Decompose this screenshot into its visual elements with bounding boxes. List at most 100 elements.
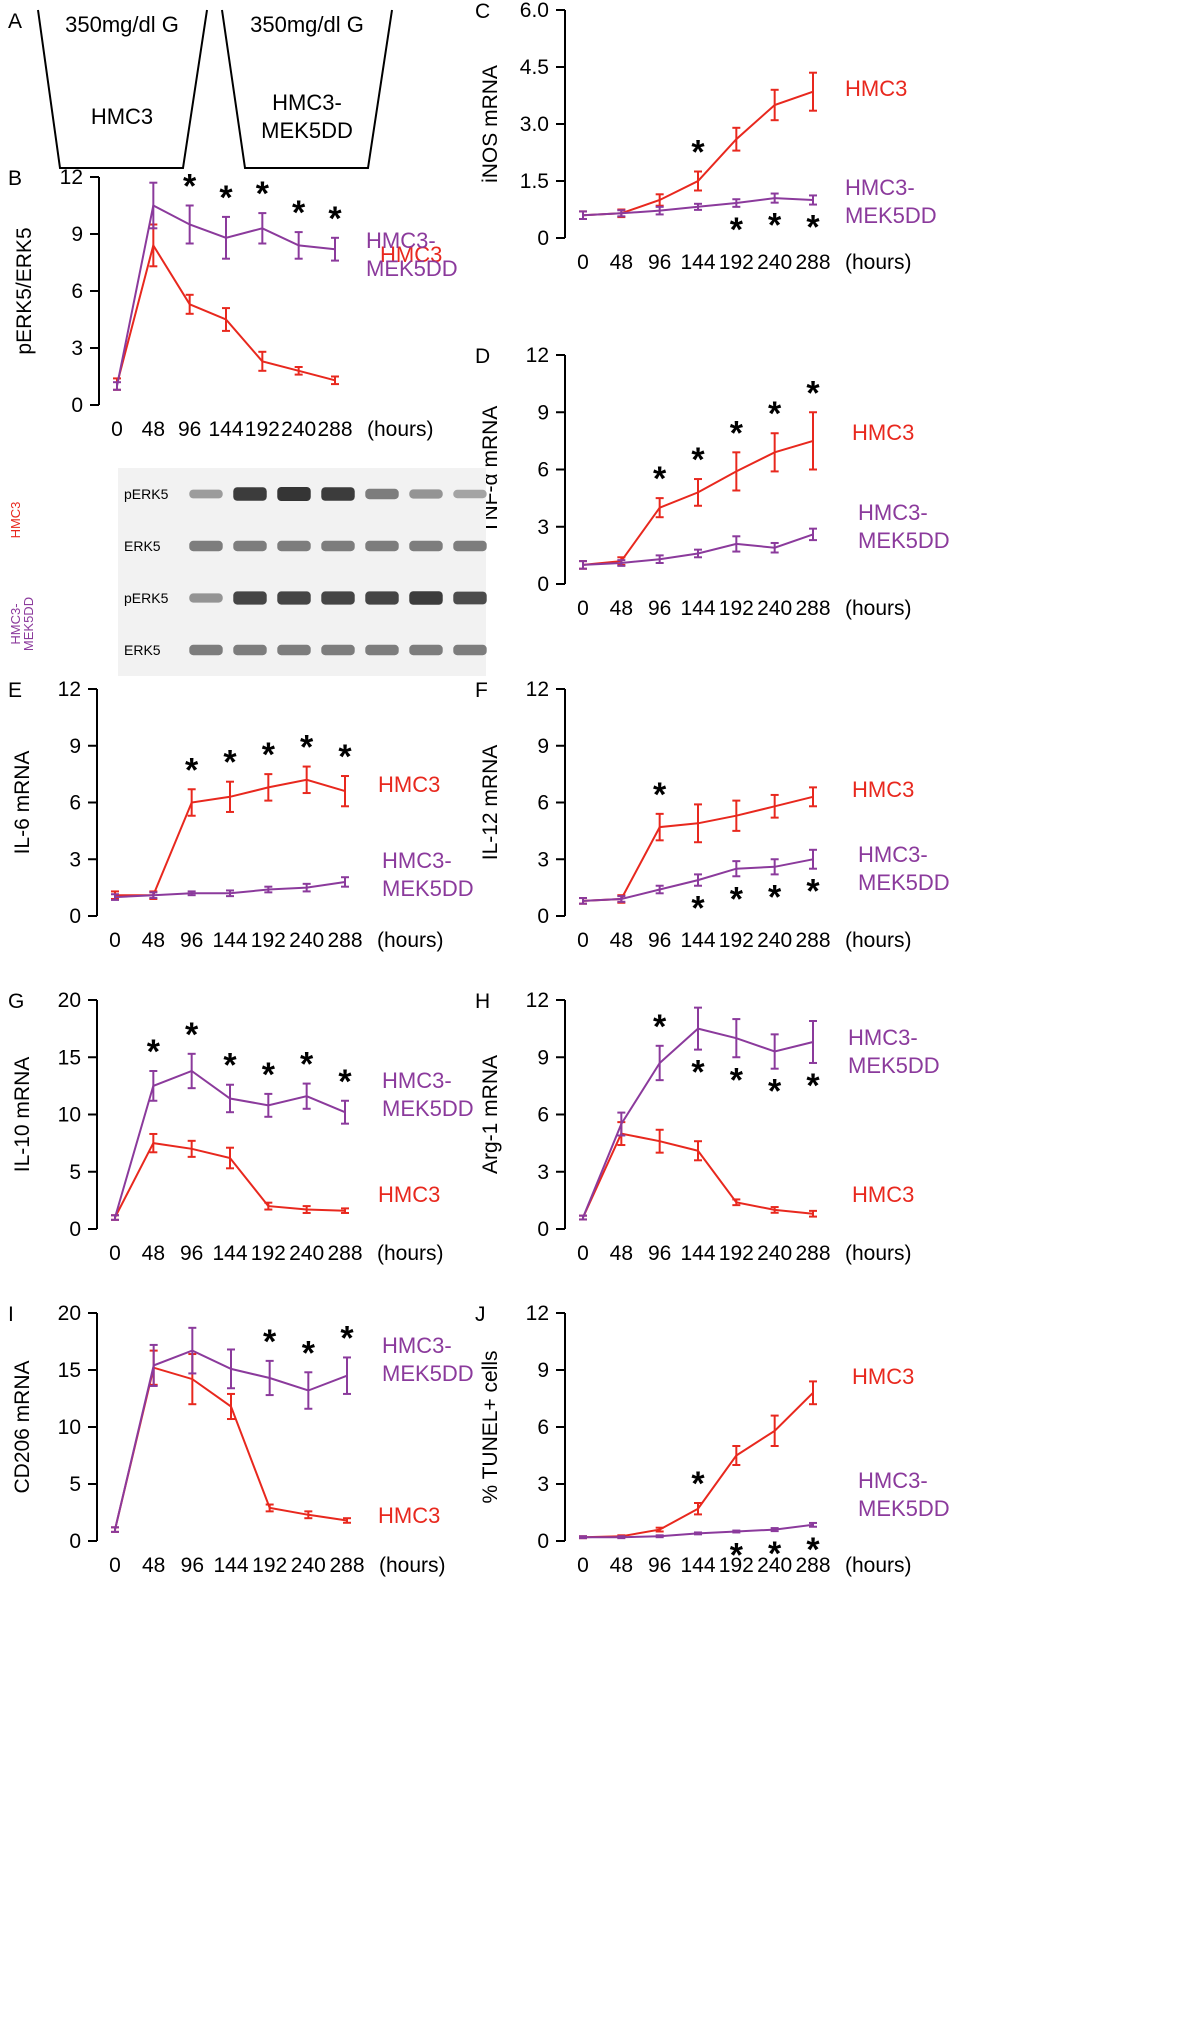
y-axis-label: CD206 mRNA (11, 1360, 34, 1493)
y-axis-label: IL-6 mRNA (11, 751, 34, 855)
x-tick-label: 96 (648, 597, 671, 620)
x-tick-label: 0 (109, 1242, 121, 1265)
legend-label: HMC3- (366, 228, 436, 253)
significance-star: * (806, 209, 820, 247)
panel-letter: C (475, 0, 490, 23)
significance-star: * (223, 744, 237, 782)
series-hmc3-mek5dd (579, 848, 817, 905)
series-hmc3-mek5dd (111, 1326, 351, 1533)
x-tick-label: 0 (577, 597, 589, 620)
x-tick-label: 0 (577, 251, 589, 274)
y-tick-label: 6 (69, 792, 81, 815)
blot-band (365, 644, 399, 656)
chart-panel-j: J 0 3 6 9 12 % TUNEL+ cells 0 48 96 144 192 240 288 (h… (475, 1302, 950, 1577)
significance-star: * (328, 200, 342, 238)
y-tick-label: 3 (537, 516, 549, 539)
significance-star: * (768, 1535, 782, 1573)
y-tick-label: 0 (537, 227, 549, 250)
x-unit-label: (hours) (845, 1242, 912, 1265)
legend-label: HMC3 (378, 1182, 440, 1207)
blot-band (321, 540, 355, 552)
cup-1-top-label: 350mg/dl G (65, 12, 179, 37)
x-tick-label: 240 (289, 929, 324, 952)
legend-label: HMC3- (845, 175, 915, 200)
legend-label: MEK5DD (382, 876, 474, 901)
x-tick-label: 144 (680, 251, 715, 274)
y-tick-label: 6 (537, 792, 549, 815)
x-tick-label: 96 (648, 1242, 671, 1265)
legend-label: HMC3- (382, 1333, 452, 1358)
x-tick-label: 96 (648, 251, 671, 274)
y-tick-label: 3 (71, 337, 83, 360)
y-tick-label: 9 (537, 401, 549, 424)
significance-star: * (263, 1323, 277, 1361)
y-tick-label: 6 (537, 1416, 549, 1439)
legend-label: MEK5DD (382, 1096, 474, 1121)
x-tick-label: 240 (757, 597, 792, 620)
blot-band (409, 591, 443, 605)
significance-star: * (302, 1334, 316, 1372)
chart-panel-e: E 0 3 6 9 12 IL-6 mRNA 0 48 96 144 192 240 288 (hours)… (8, 678, 474, 952)
y-axis-label: pERK5/ERK5 (13, 227, 36, 354)
y-tick-label: 15 (58, 1046, 81, 1069)
blot-band (453, 591, 487, 605)
y-tick-label: 9 (537, 1046, 549, 1069)
y-tick-label: 0 (69, 1218, 81, 1241)
y-tick-label: 15 (58, 1359, 81, 1382)
series-hmc3 (111, 1132, 349, 1221)
x-tick-label: 240 (757, 929, 792, 952)
x-tick-label: 288 (795, 251, 830, 274)
x-tick-label: 288 (327, 929, 362, 952)
blot-band (321, 644, 355, 656)
panel-letter: G (8, 990, 24, 1013)
significance-star: * (806, 1531, 820, 1569)
significance-star: * (730, 1536, 744, 1574)
significance-star: * (300, 729, 314, 767)
blot-band (365, 540, 399, 552)
significance-star: * (691, 1465, 705, 1503)
x-tick-label: 144 (680, 1242, 715, 1265)
x-unit-label: (hours) (379, 1554, 446, 1577)
significance-star: * (653, 460, 667, 498)
cup-2-body-label-line2: MEK5DD (261, 118, 353, 143)
x-tick-label: 144 (212, 929, 247, 952)
x-tick-label: 240 (757, 1554, 792, 1577)
blot-band (277, 644, 311, 656)
blot-membrane (118, 468, 486, 676)
series-hmc3 (579, 1121, 817, 1221)
x-tick-label: 0 (577, 929, 589, 952)
x-tick-label: 96 (181, 1554, 204, 1577)
x-tick-label: 288 (795, 597, 830, 620)
significance-star: * (768, 395, 782, 433)
significance-star: * (768, 207, 782, 245)
blot-lane-label: pERK5 (124, 486, 169, 502)
y-tick-label: 12 (526, 678, 549, 701)
significance-star: * (691, 890, 705, 928)
legend-label: HMC3 (845, 76, 907, 101)
significance-star: * (219, 179, 233, 217)
x-tick-label: 144 (213, 1554, 248, 1577)
y-tick-label: 0 (537, 1530, 549, 1553)
y-tick-label: 9 (537, 1359, 549, 1382)
blot-group-label: HMC3- (8, 603, 23, 644)
significance-star: * (691, 1054, 705, 1092)
y-tick-label: 12 (526, 344, 549, 367)
x-tick-label: 48 (610, 1242, 633, 1265)
significance-star: * (730, 211, 744, 249)
legend-label: HMC3 (852, 1364, 914, 1389)
series-hmc3 (113, 223, 339, 391)
x-unit-label: (hours) (377, 929, 444, 952)
y-tick-label: 9 (537, 735, 549, 758)
blot-lane-label: ERK5 (124, 538, 161, 554)
y-tick-label: 9 (69, 735, 81, 758)
series-hmc3-mek5dd (579, 192, 817, 220)
x-tick-label: 48 (142, 1242, 165, 1265)
series-hmc3 (111, 765, 349, 900)
blot-band (365, 591, 399, 605)
y-tick-label: 3 (537, 1473, 549, 1496)
blot-band (365, 488, 399, 500)
x-tick-label: 144 (212, 1242, 247, 1265)
series-hmc3-mek5dd (579, 1006, 817, 1221)
legend-label: HMC3- (858, 842, 928, 867)
series-hmc3-mek5dd (111, 1052, 349, 1221)
